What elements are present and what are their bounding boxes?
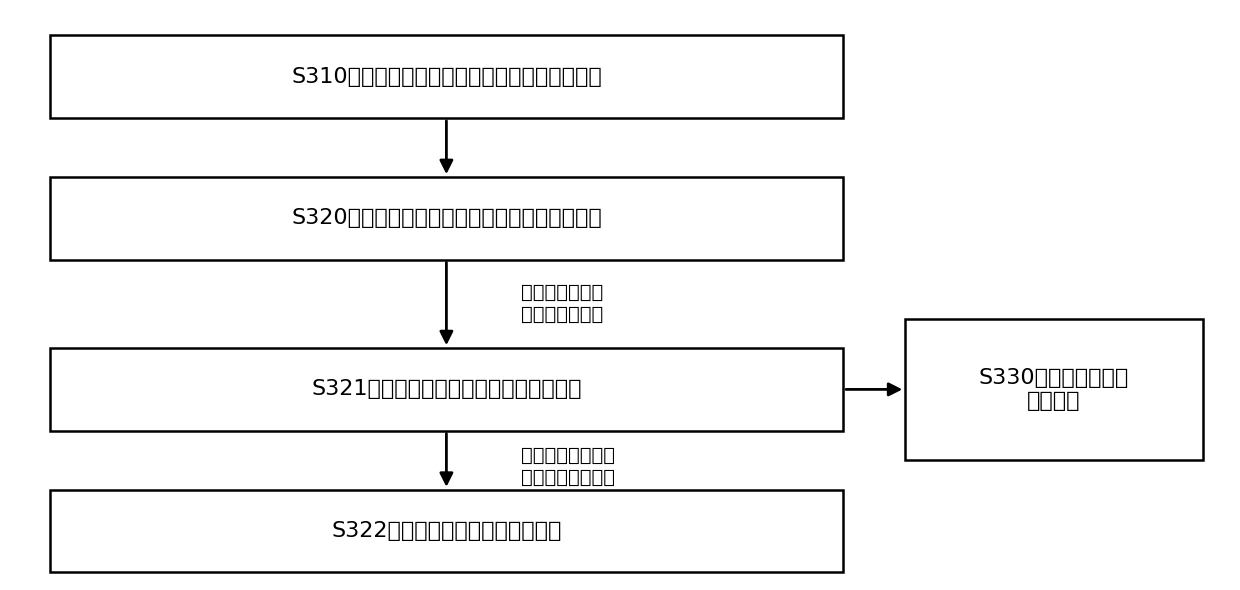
Text: S330：控制装置启动
警报设备: S330：控制装置启动 警报设备 [978, 368, 1130, 411]
FancyBboxPatch shape [50, 35, 843, 118]
FancyBboxPatch shape [905, 319, 1203, 460]
Text: S322：控制装置启动电池生产设备: S322：控制装置启动电池生产设备 [331, 521, 562, 541]
Text: 当检测数据超出
标准数据范围时: 当检测数据超出 标准数据范围时 [521, 283, 603, 324]
Text: S310：环境检测装置将检测数据传输给控制装置: S310：环境检测装置将检测数据传输给控制装置 [291, 67, 601, 87]
Text: S320：对比分析检测数据与预设的标准数据范围: S320：对比分析检测数据与预设的标准数据范围 [291, 208, 601, 228]
Text: 当检测数据恢复至
标准数据范围内时: 当检测数据恢复至 标准数据范围内时 [521, 445, 615, 487]
FancyBboxPatch shape [50, 177, 843, 260]
Text: S321：控制装置停止电池生产设备的运行: S321：控制装置停止电池生产设备的运行 [311, 379, 582, 399]
FancyBboxPatch shape [50, 348, 843, 431]
FancyBboxPatch shape [50, 490, 843, 572]
